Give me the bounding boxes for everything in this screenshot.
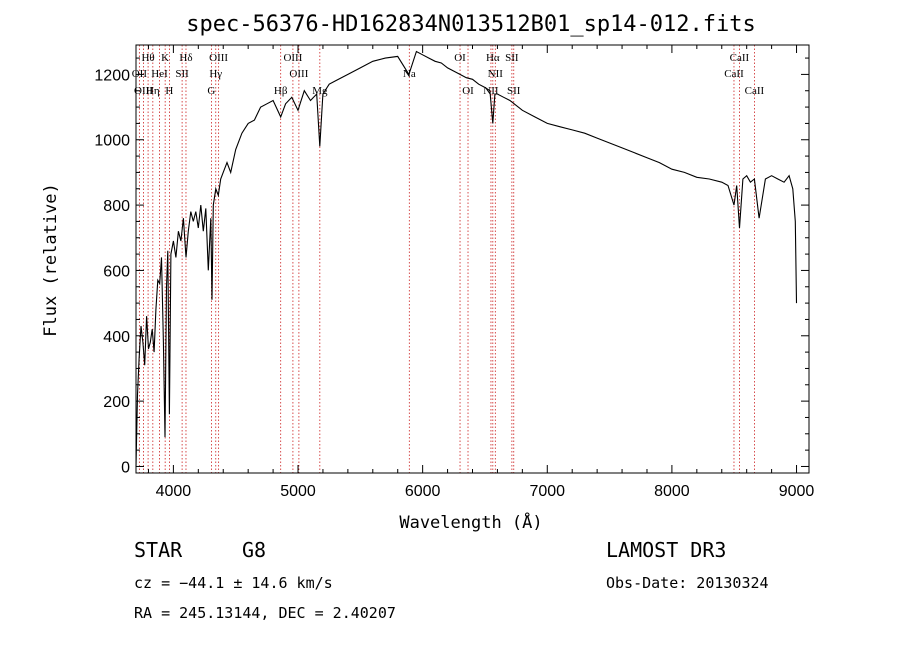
line-label-6: H xyxy=(165,85,173,97)
y-tick-label-800: 800 xyxy=(103,198,130,215)
y-axis-ticks: 0 200 400 600 800 1000 1200 xyxy=(94,57,809,476)
line-label-15: Mg xyxy=(312,85,328,97)
x-tick-label-8000: 8000 xyxy=(654,483,690,500)
line-label-22: SII xyxy=(505,52,519,64)
x-axis-ticks: 4000 5000 6000 7000 8000 9000 xyxy=(147,45,815,500)
y-tick-label-1200: 1200 xyxy=(94,67,130,84)
plot-frame xyxy=(135,44,810,474)
line-label-20: Hα xyxy=(486,52,500,64)
chart-title: spec-56376-HD162834N013512B01_sp14-012.f… xyxy=(186,12,756,37)
line-label-26: CaII xyxy=(745,85,765,97)
x-tick-label-5000: 5000 xyxy=(280,483,316,500)
object-subclass: G8 xyxy=(242,538,267,562)
line-label-9: OIII xyxy=(209,52,228,64)
line-label-5: K xyxy=(161,52,169,64)
line-label-19: NII xyxy=(483,85,499,97)
x-tick-label-9000: 9000 xyxy=(779,483,815,500)
y-axis-label: Flux (relative) xyxy=(41,183,61,337)
line-label-7: SII xyxy=(175,68,189,80)
line-label-17: OI xyxy=(454,52,466,64)
observation-date: Obs-Date: 20130324 xyxy=(606,574,769,592)
y-tick-label-200: 200 xyxy=(103,394,130,411)
x-tick-label-6000: 6000 xyxy=(405,483,441,500)
line-label-21: NII xyxy=(488,68,504,80)
y-tick-label-400: 400 xyxy=(103,329,130,346)
object-class: STAR xyxy=(134,538,183,562)
survey-name: LAMOST DR3 xyxy=(606,538,727,562)
line-label-13: OIII xyxy=(283,52,302,64)
redshift-velocity: cz = −44.1 ± 14.6 km/s xyxy=(134,574,333,592)
line-label-12: Hβ xyxy=(274,85,288,97)
x-tick-label-7000: 7000 xyxy=(529,483,565,500)
y-tick-label-0: 0 xyxy=(121,459,130,476)
line-label-3: Hη xyxy=(146,85,160,97)
line-label-23: SII xyxy=(507,85,521,97)
x-axis-label: Wavelength (Å) xyxy=(399,511,542,533)
y-tick-label-600: 600 xyxy=(103,263,130,280)
flux-series-line xyxy=(135,50,798,467)
line-label-8: Hδ xyxy=(179,52,192,64)
line-label-25: CaII xyxy=(730,52,750,64)
y-tick-label-1000: 1000 xyxy=(94,133,130,150)
line-label-18: OI xyxy=(462,85,474,97)
line-label-0: Hθ xyxy=(141,52,154,64)
line-label-4: HeI xyxy=(151,68,168,80)
x-tick-label-4000: 4000 xyxy=(156,483,192,500)
line-label-10: Hγ xyxy=(209,68,222,80)
line-label-2: OIII xyxy=(134,85,153,97)
line-label-11: G xyxy=(207,85,215,97)
line-label-14: OIII xyxy=(289,68,308,80)
line-markers xyxy=(138,45,755,473)
coordinates: RA = 245.13144, DEC = 2.40207 xyxy=(134,604,396,622)
line-label-24: CaII xyxy=(724,68,744,80)
